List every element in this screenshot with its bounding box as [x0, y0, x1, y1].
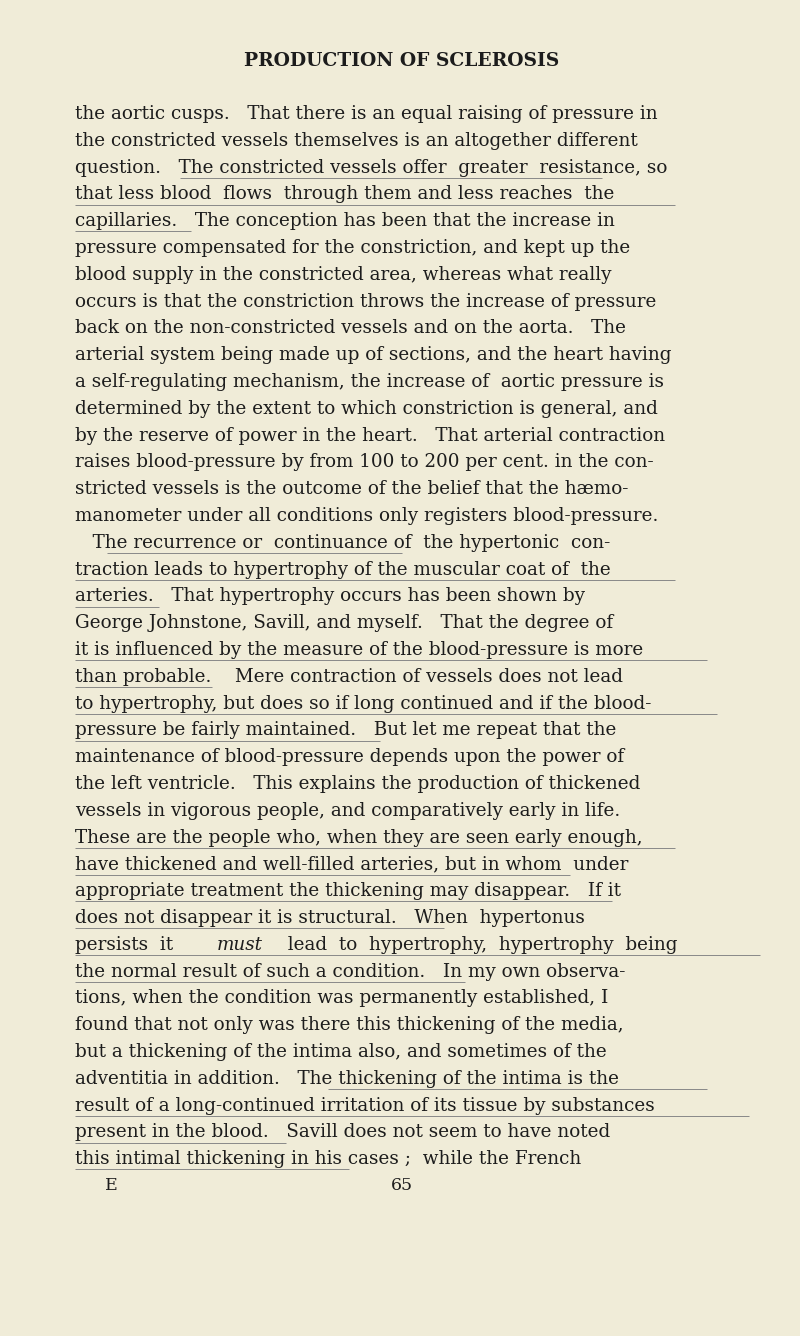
Text: the left ventricle.   This explains the production of thickened: the left ventricle. This explains the pr…: [75, 775, 640, 794]
Text: raises blood-pressure by from 100 to 200 per cent. in the con-: raises blood-pressure by from 100 to 200…: [75, 453, 654, 472]
Text: arterial system being made up of sections, and the heart having: arterial system being made up of section…: [75, 346, 671, 365]
Text: adventitia in addition.   The thickening of the intima is the: adventitia in addition. The thickening o…: [75, 1070, 619, 1088]
Text: 65: 65: [390, 1177, 413, 1194]
Text: back on the non-constricted vessels and on the aorta.   The: back on the non-constricted vessels and …: [75, 319, 626, 338]
Text: pressure be fairly maintained.   But let me repeat that the: pressure be fairly maintained. But let m…: [75, 721, 616, 739]
Text: persists  it: persists it: [75, 935, 185, 954]
Text: it is influenced by the measure of the blood-pressure is more: it is influenced by the measure of the b…: [75, 641, 643, 659]
Text: occurs is that the constriction throws the increase of pressure: occurs is that the constriction throws t…: [75, 293, 656, 310]
Text: question.   The constricted vessels offer  greater  resistance, so: question. The constricted vessels offer …: [75, 159, 667, 176]
Text: George Johnstone, Savill, and myself.   That the degree of: George Johnstone, Savill, and myself. Th…: [75, 615, 613, 632]
Text: appropriate treatment the thickening may disappear.   If it: appropriate treatment the thickening may…: [75, 882, 621, 900]
Text: the normal result of such a condition.   In my own observa-: the normal result of such a condition. I…: [75, 963, 626, 981]
Text: pressure compensated for the constriction, and kept up the: pressure compensated for the constrictio…: [75, 239, 630, 257]
Text: this intimal thickening in his cases ;  while the French: this intimal thickening in his cases ; w…: [75, 1150, 582, 1168]
Text: vessels in vigorous people, and comparatively early in life.: vessels in vigorous people, and comparat…: [75, 802, 620, 820]
Text: arteries.   That hypertrophy occurs has been shown by: arteries. That hypertrophy occurs has be…: [75, 588, 585, 605]
Text: the constricted vessels themselves is an altogether different: the constricted vessels themselves is an…: [75, 132, 638, 150]
Text: found that not only was there this thickening of the media,: found that not only was there this thick…: [75, 1017, 624, 1034]
Text: blood supply in the constricted area, whereas what really: blood supply in the constricted area, wh…: [75, 266, 611, 283]
Text: PRODUCTION OF SCLEROSIS: PRODUCTION OF SCLEROSIS: [244, 52, 559, 69]
Text: present in the blood.   Savill does not seem to have noted: present in the blood. Savill does not se…: [75, 1124, 610, 1141]
Text: lead  to  hypertrophy,  hypertrophy  being: lead to hypertrophy, hypertrophy being: [276, 935, 678, 954]
Text: that less blood  flows  through them and less reaches  the: that less blood flows through them and l…: [75, 186, 614, 203]
Text: These are the people who, when they are seen early enough,: These are the people who, when they are …: [75, 828, 642, 847]
Text: the aortic cusps.   That there is an equal raising of pressure in: the aortic cusps. That there is an equal…: [75, 106, 658, 123]
Text: to hypertrophy, but does so if long continued and if the blood-: to hypertrophy, but does so if long cont…: [75, 695, 651, 712]
Text: does not disappear it is structural.   When  hypertonus: does not disappear it is structural. Whe…: [75, 908, 585, 927]
Text: stricted vessels is the outcome of the belief that the hæmo-: stricted vessels is the outcome of the b…: [75, 480, 628, 498]
Text: The recurrence or  continuance of  the hypertonic  con-: The recurrence or continuance of the hyp…: [75, 534, 610, 552]
Text: must: must: [217, 935, 262, 954]
Text: capillaries.   The conception has been that the increase in: capillaries. The conception has been tha…: [75, 212, 615, 230]
Text: maintenance of blood-pressure depends upon the power of: maintenance of blood-pressure depends up…: [75, 748, 624, 767]
Text: but a thickening of the intima also, and sometimes of the: but a thickening of the intima also, and…: [75, 1043, 606, 1061]
Text: manometer under all conditions only registers blood-pressure.: manometer under all conditions only regi…: [75, 506, 658, 525]
Text: tions, when the condition was permanently established, I: tions, when the condition was permanentl…: [75, 990, 608, 1007]
Text: than probable.    Mere contraction of vessels does not lead: than probable. Mere contraction of vesse…: [75, 668, 623, 685]
Text: E: E: [105, 1177, 118, 1194]
Text: determined by the extent to which constriction is general, and: determined by the extent to which constr…: [75, 399, 658, 418]
Text: traction leads to hypertrophy of the muscular coat of  the: traction leads to hypertrophy of the mus…: [75, 561, 610, 578]
Text: by the reserve of power in the heart.   That arterial contraction: by the reserve of power in the heart. Th…: [75, 426, 665, 445]
Text: result of a long-continued irritation of its tissue by substances: result of a long-continued irritation of…: [75, 1097, 654, 1114]
Text: a self-regulating mechanism, the increase of  aortic pressure is: a self-regulating mechanism, the increas…: [75, 373, 664, 391]
Text: have thickened and well-filled arteries, but in whom  under: have thickened and well-filled arteries,…: [75, 855, 628, 874]
